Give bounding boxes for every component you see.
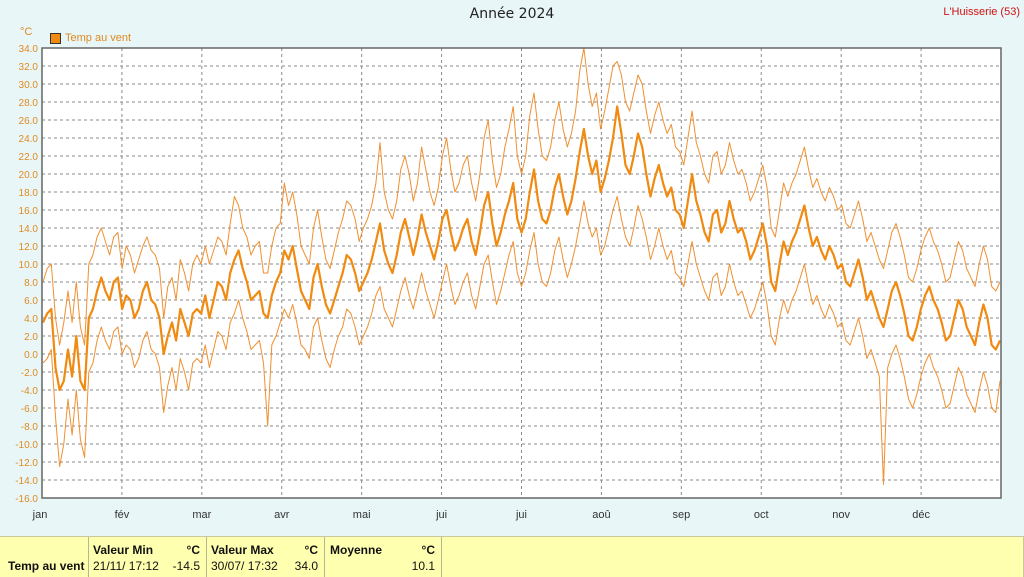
avg-value: 10.1: [411, 559, 435, 573]
temperature-chart: 34.0 32.0 30.0 28.0 26.0 24.0 22.0 20.0 18.0 16.0…: [15, 44, 1002, 521]
avg-unit: °C: [421, 543, 435, 557]
legend-swatch: [50, 32, 61, 44]
y-tick-label: 24.0: [19, 134, 39, 145]
y-tick-label: 20.0: [19, 170, 39, 181]
y-tick-label: -10.0: [15, 440, 38, 451]
y-tick-label: 22.0: [19, 152, 39, 163]
y-tick-label: 12.0: [19, 242, 39, 253]
max-unit: °C: [304, 543, 318, 557]
y-tick-label: 18.0: [19, 188, 39, 199]
min-header: Valeur Min: [93, 543, 154, 557]
legend: Temp au vent: [50, 32, 131, 44]
max-date: 30/07/ 17:32: [211, 559, 278, 573]
month-label: jui: [515, 509, 527, 521]
y-tick-label: 32.0: [19, 62, 39, 73]
y-tick-label: 26.0: [19, 116, 39, 127]
month-label: aoû: [592, 509, 610, 521]
chart-title: Année 2024: [469, 6, 555, 22]
month-label: avr: [274, 509, 290, 521]
y-tick-label: 14.0: [19, 224, 39, 235]
y-tick-label: -4.0: [21, 386, 39, 397]
month-label: mai: [353, 509, 371, 521]
empty-cell: [441, 537, 1024, 577]
month-label: nov: [832, 509, 850, 521]
series-line-mean: [42, 105, 1001, 392]
legend-label: Temp au vent: [65, 32, 132, 44]
avg-cell: Moyenne °C 10.1: [324, 537, 442, 577]
month-label: jui: [435, 509, 447, 521]
month-label: déc: [912, 509, 930, 521]
min-value: -14.5: [172, 559, 200, 573]
footer-row-label-cell: Temp au vent: [0, 537, 89, 577]
y-tick-label: -14.0: [15, 476, 38, 487]
y-tick-label: 2.0: [24, 332, 38, 343]
y-unit-label: °C: [20, 26, 33, 38]
month-label: mar: [192, 509, 211, 521]
min-cell: Valeur Min °C 21/11/ 17:12 -14.5: [88, 537, 207, 577]
y-tick-label: 10.0: [19, 260, 39, 271]
y-tick-label: 6.0: [24, 296, 38, 307]
series-line-max: [42, 47, 1001, 346]
y-tick-label: 8.0: [24, 278, 38, 289]
month-label: sep: [672, 509, 690, 521]
y-tick-label: 4.0: [24, 314, 38, 325]
location-label: L'Huisserie (53): [943, 6, 1020, 18]
month-label: jan: [32, 509, 48, 521]
y-tick-label: 16.0: [19, 206, 39, 217]
month-label: oct: [754, 509, 769, 521]
max-cell: Valeur Max °C 30/07/ 17:32 34.0: [206, 537, 325, 577]
y-tick-label: 34.0: [19, 44, 39, 55]
y-tick-label: -12.0: [15, 458, 38, 469]
stats-footer: Temp au vent Valeur Min °C 21/11/ 17:12 …: [0, 536, 1024, 577]
footer-row-label: Temp au vent: [8, 559, 85, 573]
month-label: fév: [115, 509, 130, 521]
avg-header: Moyenne: [330, 543, 383, 557]
plot-frame: [41, 47, 1002, 499]
y-tick-label: 28.0: [19, 98, 39, 109]
y-tick-label: 0.0: [24, 350, 38, 361]
max-value: 34.0: [294, 559, 318, 573]
y-tick-label: 30.0: [19, 80, 39, 91]
y-tick-label: -16.0: [15, 494, 38, 505]
series-line-min: [42, 196, 1001, 485]
min-date: 21/11/ 17:12: [93, 559, 159, 573]
y-tick-label: -2.0: [21, 368, 39, 379]
y-tick-label: -6.0: [21, 404, 39, 415]
min-unit: °C: [186, 543, 200, 557]
max-header: Valeur Max: [211, 543, 274, 557]
y-tick-label: -8.0: [21, 422, 39, 433]
